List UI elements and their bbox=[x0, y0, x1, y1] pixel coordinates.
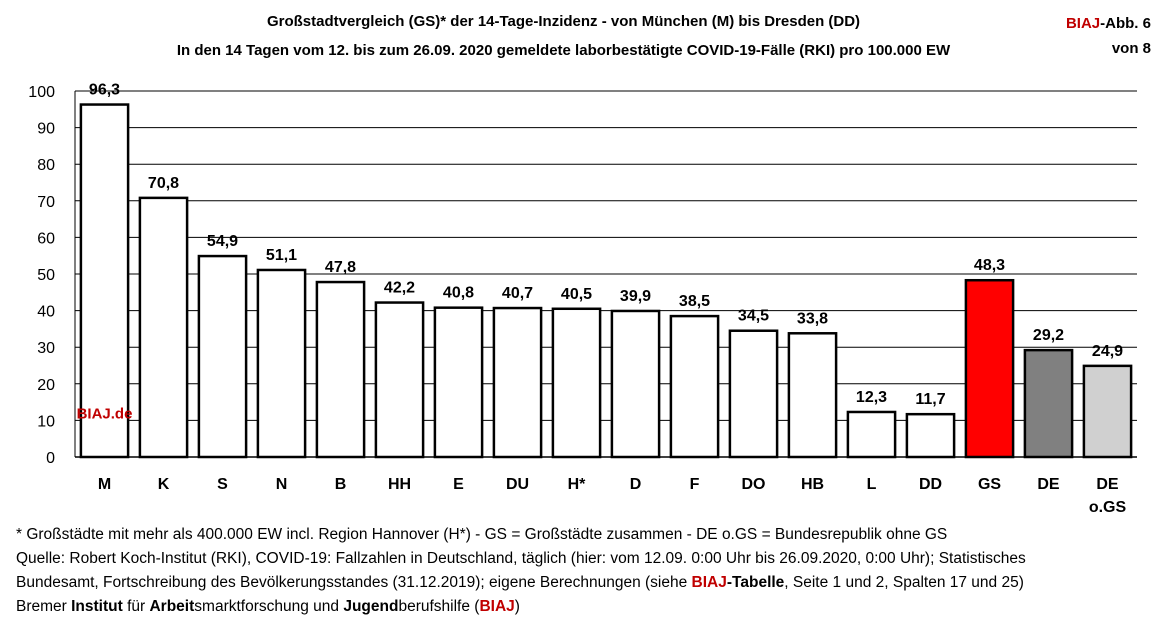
chart-title: Großstadtvergleich (GS)* der 14-Tage-Inz… bbox=[266, 13, 861, 30]
bar-15 bbox=[905, 412, 956, 459]
data-label: 42,2 bbox=[384, 280, 415, 297]
y-tick-label: 30 bbox=[37, 340, 55, 357]
data-label: 96,3 bbox=[89, 82, 120, 99]
x-tick-label: HH bbox=[388, 476, 411, 493]
data-label: 29,2 bbox=[1033, 327, 1064, 344]
bar-16 bbox=[964, 278, 1015, 459]
footnote-text: , Seite 1 und 2, Spalten 17 und 25) bbox=[784, 574, 1024, 591]
x-tick-label: GS bbox=[978, 476, 1001, 493]
footnote-bold: Institut bbox=[71, 598, 123, 615]
y-tick-label: 20 bbox=[37, 377, 55, 394]
footnote-brand: BIAJ bbox=[691, 574, 727, 591]
footnote-publisher: Bremer Institut für Arbeitsmarktforschun… bbox=[16, 595, 1026, 619]
bar-chart: 0 10 20 30 40 50 60 70 80 90 100 96,3 M 70,8 K 54,9 S 51,… bbox=[28, 82, 1137, 516]
data-label: 12,3 bbox=[856, 389, 887, 406]
footnote-source-continued: Bundesamt, Fortschreibung des Bevölkerun… bbox=[16, 571, 1026, 595]
bar-11 bbox=[669, 314, 720, 459]
x-tick-label: E bbox=[453, 476, 464, 493]
x-tick-label: H* bbox=[568, 476, 587, 493]
footnote-brand: BIAJ bbox=[479, 598, 515, 615]
x-tick-label: B bbox=[335, 476, 347, 493]
x-tick-label: DD bbox=[919, 476, 942, 493]
bar-10 bbox=[610, 309, 661, 459]
x-tick-label: DE bbox=[1037, 476, 1060, 493]
figure-badge: BIAJ-Abb. 6 von 8 bbox=[1066, 11, 1151, 61]
x-tick-label: M bbox=[98, 476, 111, 493]
x-tick-label: L bbox=[867, 476, 877, 493]
bar-3 bbox=[197, 254, 248, 459]
bar-12 bbox=[728, 329, 779, 459]
x-tick-label: DE bbox=[1096, 476, 1119, 493]
data-label: 39,9 bbox=[620, 288, 651, 305]
data-label: 54,9 bbox=[207, 233, 238, 250]
footnote-text: berufshilfe ( bbox=[398, 598, 480, 615]
bar-8 bbox=[492, 306, 543, 459]
footnotes: * Großstädte mit mehr als 400.000 EW inc… bbox=[16, 523, 1026, 619]
footnote-text: für bbox=[122, 598, 150, 615]
footnote-bold: Jugend bbox=[343, 598, 399, 615]
footnote-definitions: * Großstädte mit mehr als 400.000 EW inc… bbox=[16, 526, 948, 543]
footnote-text: Bundesamt, Fortschreibung des Bevölkerun… bbox=[16, 574, 692, 591]
bar-13 bbox=[787, 332, 838, 459]
y-tick-label: 80 bbox=[37, 157, 55, 174]
y-tick-label: 50 bbox=[37, 267, 55, 284]
footnote-source: Quelle: Robert Koch-Institut (RKI), COVI… bbox=[16, 550, 1026, 567]
data-label: 40,8 bbox=[443, 285, 474, 302]
badge-figure-number: -Abb. 6 bbox=[1100, 15, 1151, 32]
bar-4 bbox=[256, 268, 307, 459]
bar-9 bbox=[551, 307, 602, 459]
x-tick-label: DO bbox=[742, 476, 766, 493]
data-label: 11,7 bbox=[915, 391, 945, 408]
footnote-text: Bremer bbox=[16, 598, 72, 615]
x-tick-label: HB bbox=[801, 476, 824, 493]
y-tick-label: 100 bbox=[28, 84, 55, 101]
x-tick-label: D bbox=[630, 476, 642, 493]
bar-18 bbox=[1082, 364, 1133, 459]
badge-brand: BIAJ bbox=[1065, 15, 1101, 32]
y-tick-label: 60 bbox=[37, 230, 55, 247]
footnote-bold: Arbeit bbox=[149, 598, 195, 615]
data-label: 70,8 bbox=[148, 175, 179, 192]
bar-2 bbox=[138, 196, 189, 459]
bar-7 bbox=[433, 306, 484, 459]
badge-figure-count: von 8 bbox=[1111, 40, 1151, 57]
footnote-table-label: -Tabelle bbox=[726, 574, 785, 591]
x-tick-label: K bbox=[158, 476, 170, 493]
data-label: 38,5 bbox=[679, 293, 710, 310]
bar-17 bbox=[1023, 348, 1074, 459]
data-label: 34,5 bbox=[738, 308, 769, 325]
x-tick-label: F bbox=[690, 476, 700, 493]
bar-5 bbox=[315, 280, 366, 459]
watermark: BIAJ.de bbox=[77, 406, 133, 423]
y-tick-label: 10 bbox=[37, 413, 55, 430]
data-label: 33,8 bbox=[797, 310, 828, 327]
x-tick-label: S bbox=[217, 476, 228, 493]
x-tick-label: o.GS bbox=[1089, 499, 1127, 516]
data-label: 40,7 bbox=[502, 285, 533, 302]
data-label: 47,8 bbox=[325, 259, 356, 276]
y-tick-label: 90 bbox=[37, 121, 55, 138]
data-label: 24,9 bbox=[1092, 343, 1123, 360]
chart-subtitle: In den 14 Tagen vom 12. bis zum 26.09. 2… bbox=[176, 42, 951, 59]
y-tick-label: 40 bbox=[37, 304, 55, 321]
data-label: 51,1 bbox=[266, 247, 297, 264]
bar-14 bbox=[846, 410, 897, 459]
footnote-text: ) bbox=[514, 598, 520, 615]
x-tick-label: DU bbox=[506, 476, 529, 493]
data-label: 48,3 bbox=[974, 257, 1005, 274]
y-tick-label: 0 bbox=[46, 450, 55, 467]
x-tick-label: N bbox=[276, 476, 288, 493]
footnote-text: smarktforschung und bbox=[194, 598, 344, 615]
bar-6 bbox=[374, 301, 425, 459]
y-tick-label: 70 bbox=[37, 194, 55, 211]
data-label: 40,5 bbox=[561, 286, 592, 303]
bar-1 bbox=[79, 103, 130, 459]
